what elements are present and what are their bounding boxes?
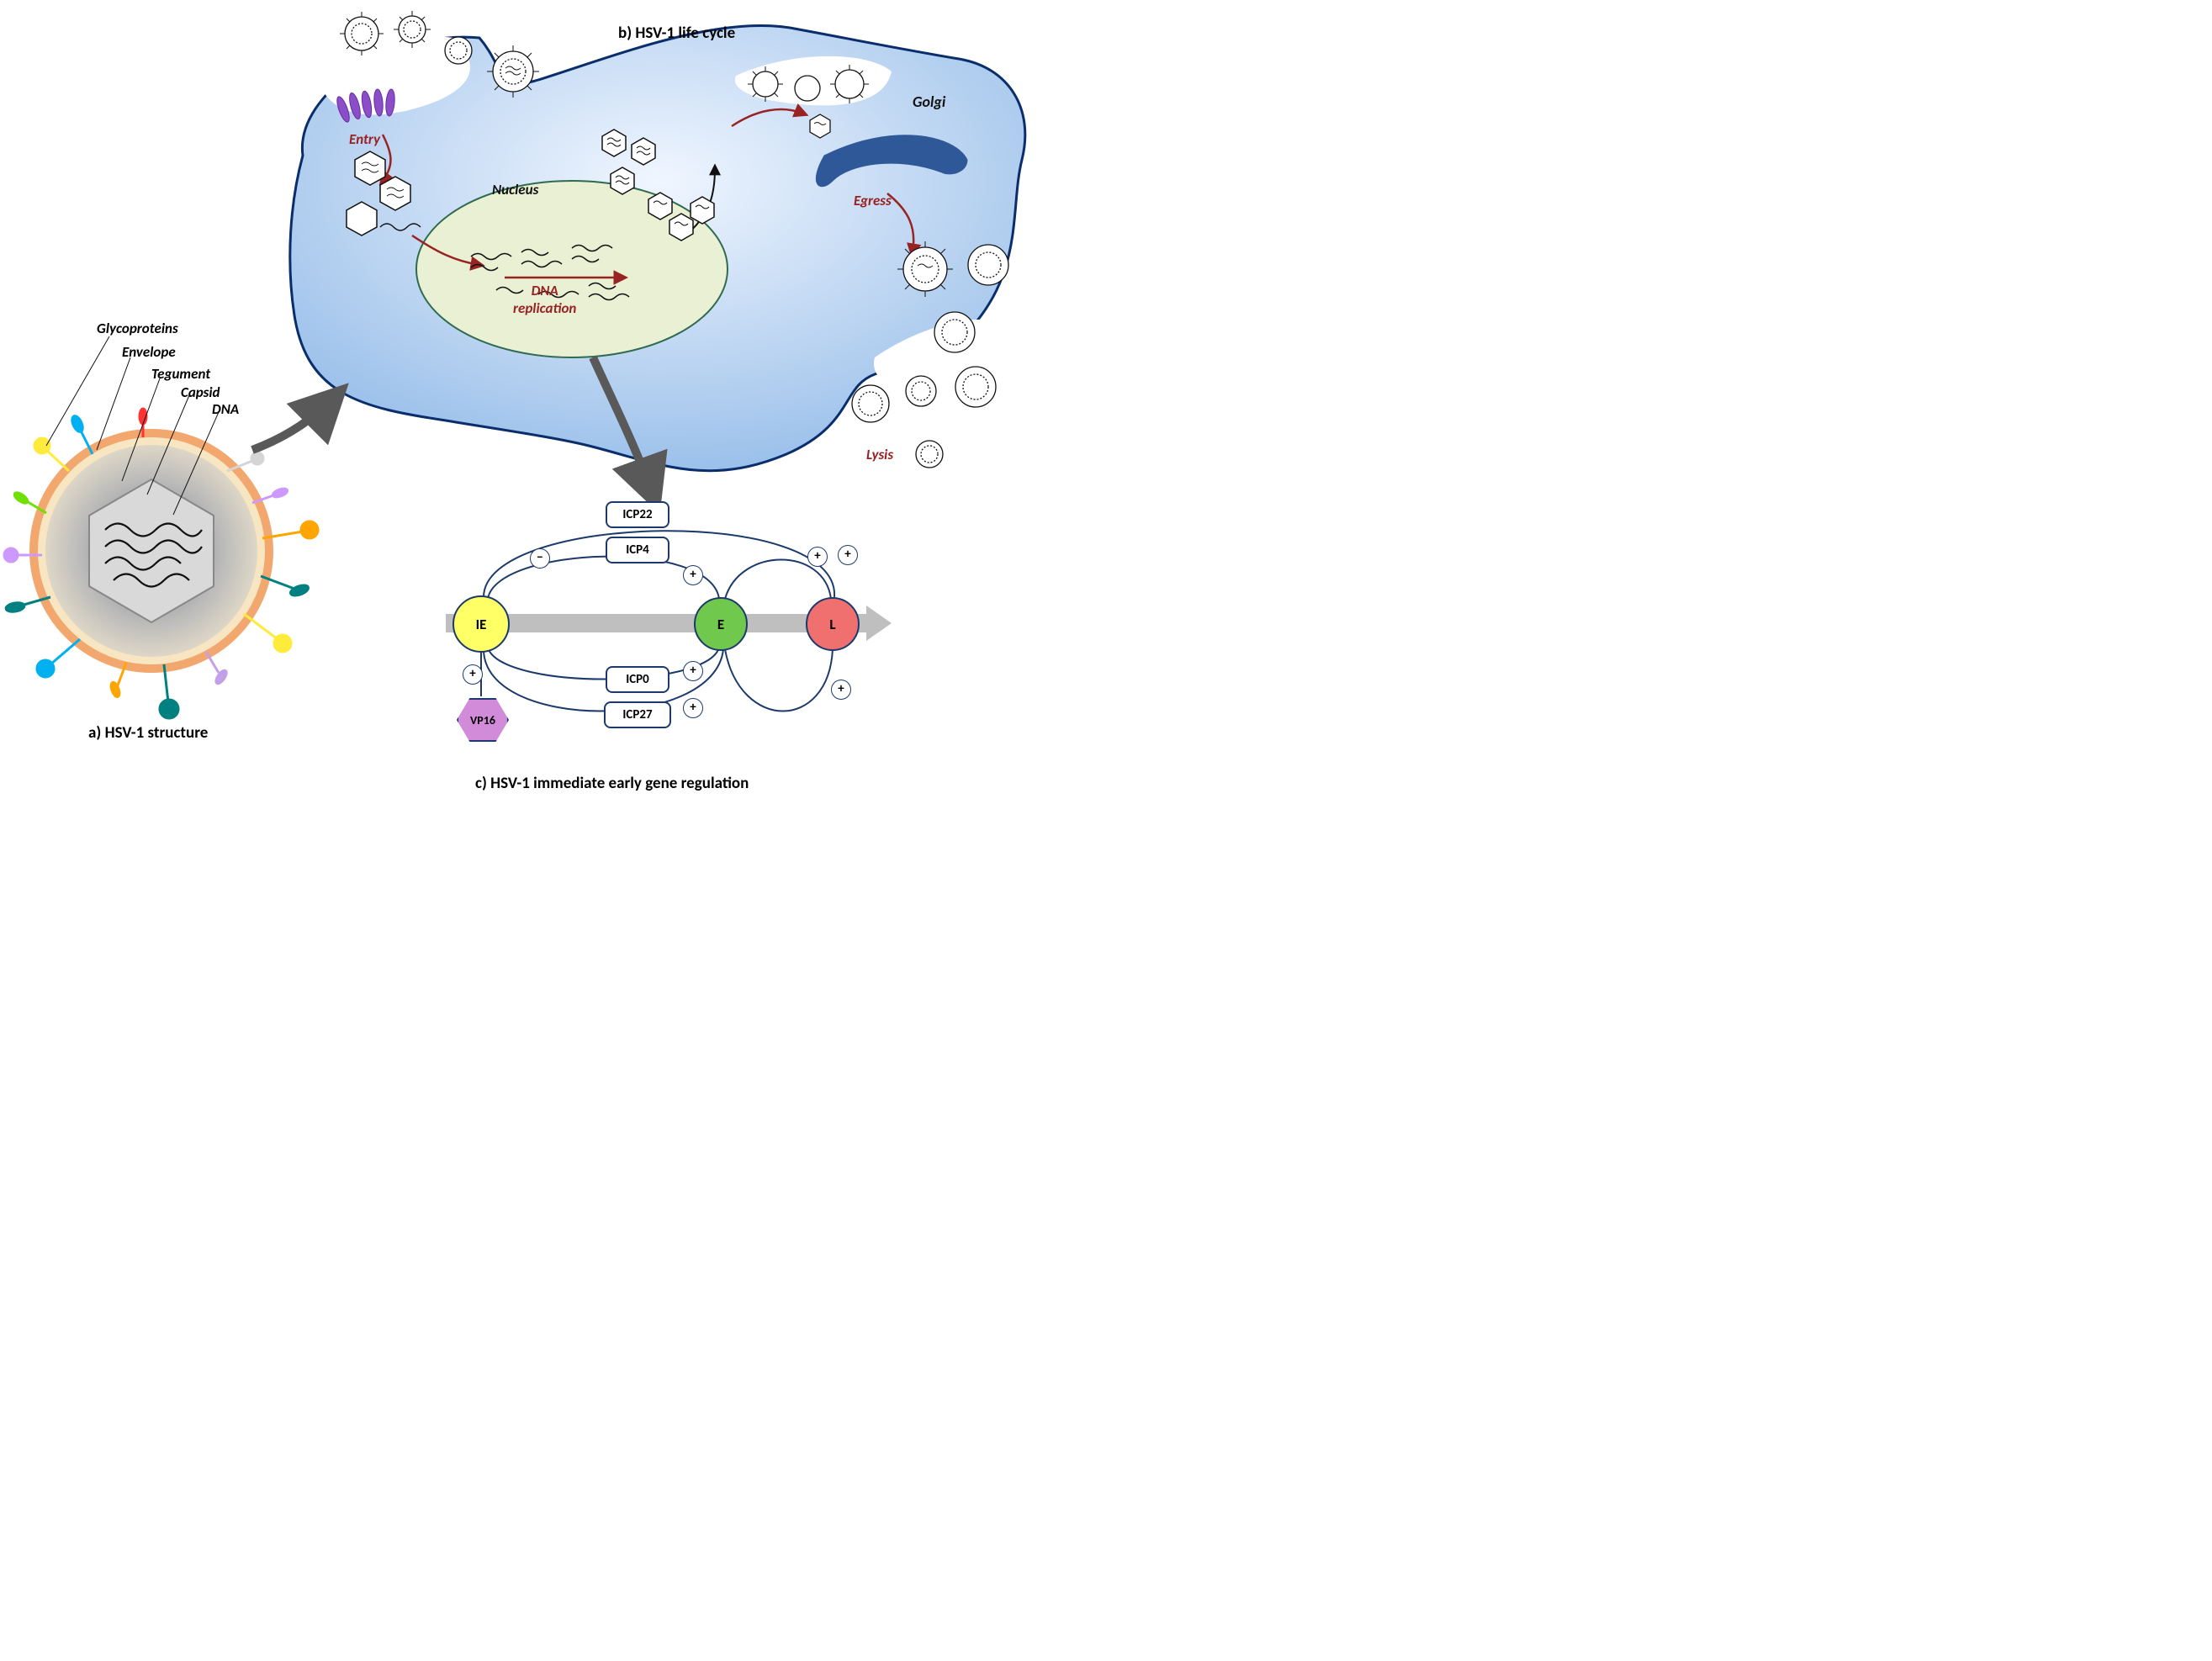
label-envelope: Envelope <box>122 343 176 361</box>
nucleus <box>416 181 728 357</box>
stage-lysis: Lysis <box>866 446 893 463</box>
sign-1: + <box>683 565 703 585</box>
node-l: L <box>806 597 860 651</box>
sign-3: + <box>838 545 858 565</box>
label-dna: DNA <box>212 400 239 418</box>
sign-7: + <box>683 698 703 718</box>
sign-0: − <box>530 548 550 569</box>
label-tegument: Tegument <box>151 365 210 383</box>
panel-b-cell <box>290 11 1025 471</box>
box-icp27: ICP27 <box>604 701 671 728</box>
stage-nucleus: Nucleus <box>492 181 538 198</box>
stage-golgi: Golgi <box>913 93 945 111</box>
label-glycoproteins: Glycoproteins <box>97 320 178 337</box>
box-icp4: ICP4 <box>606 537 669 563</box>
panel-a-caption: a) HSV-1 structure <box>88 723 208 743</box>
sign-4: + <box>683 661 703 681</box>
label-capsid: Capsid <box>181 384 220 401</box>
sign-6: + <box>831 680 851 700</box>
sign-2: + <box>807 547 828 567</box>
stage-egress: Egress <box>854 192 892 209</box>
box-icp22: ICP22 <box>606 501 669 528</box>
panel-a-virion <box>4 336 318 718</box>
box-icp0: ICP0 <box>606 666 669 693</box>
node-e: E <box>694 597 748 651</box>
stage-dna-replication: DNA replication <box>513 282 576 317</box>
connector-arrow-a-to-b <box>252 399 332 450</box>
panel-b-caption: b) HSV-1 life cycle <box>618 24 735 43</box>
sign-5: + <box>463 664 483 685</box>
node-ie: IE <box>452 595 510 653</box>
panel-c-caption: c) HSV-1 immediate early gene regulation <box>475 774 749 793</box>
stage-entry: Entry <box>349 130 380 148</box>
diagram-canvas <box>0 0 1077 809</box>
